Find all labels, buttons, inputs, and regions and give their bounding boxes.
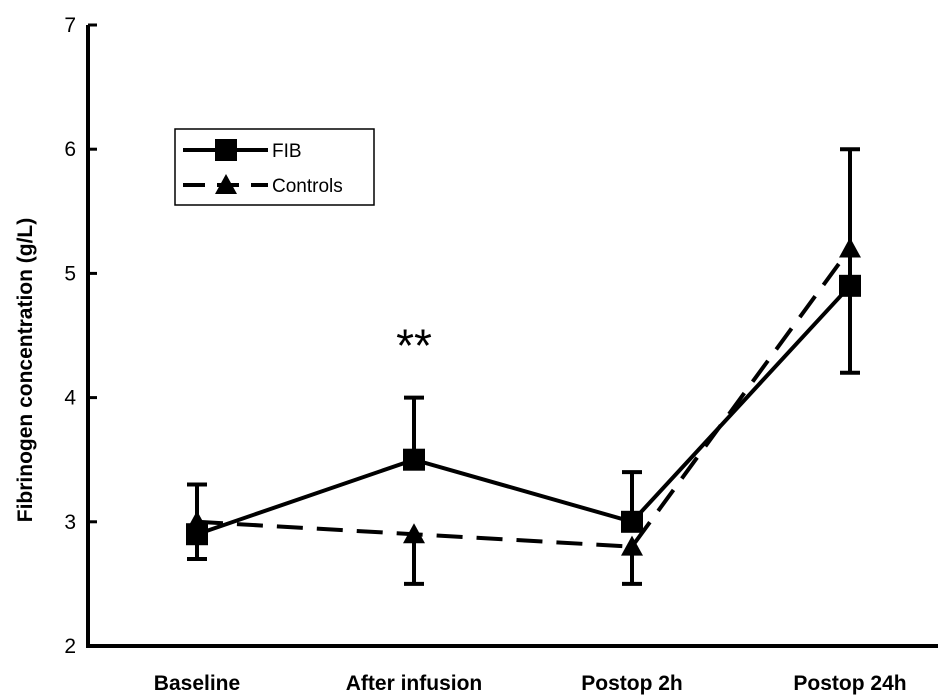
y-tick-label: 5 [64, 262, 76, 285]
series-fib-point [621, 511, 643, 533]
series-layer [186, 149, 861, 584]
series-fib-point [839, 275, 861, 297]
series-fib [186, 149, 861, 559]
x-axis-categories: Baseline After infusion Postop 2h Postop 24… [154, 672, 907, 695]
legend: FIB Controls [175, 129, 374, 205]
y-tick-label: 6 [64, 138, 76, 161]
x-category-label: Postop 24h [793, 672, 906, 695]
series-fib-line [197, 286, 850, 534]
y-tick-label: 7 [64, 14, 76, 37]
annotations: ** [396, 320, 432, 372]
y-axis-ticks: 2 3 4 5 6 7 [64, 14, 97, 658]
x-category-label: Baseline [154, 672, 240, 695]
y-tick-label: 3 [64, 511, 76, 534]
series-fib-point [403, 449, 425, 471]
x-category-label: Postop 2h [581, 672, 683, 695]
series-controls [186, 238, 861, 584]
legend-label: Controls [272, 176, 343, 197]
legend-label: FIB [272, 141, 302, 162]
series-fib-point [186, 523, 208, 545]
axes [86, 25, 938, 646]
y-axis-label: Fibrinogen concentration (g/L) [14, 218, 37, 522]
y-tick-label: 2 [64, 635, 76, 658]
y-tick-label: 4 [64, 387, 76, 410]
x-category-label: After infusion [346, 672, 483, 695]
legend-marker [215, 139, 237, 161]
significance-annotation: ** [396, 320, 432, 372]
